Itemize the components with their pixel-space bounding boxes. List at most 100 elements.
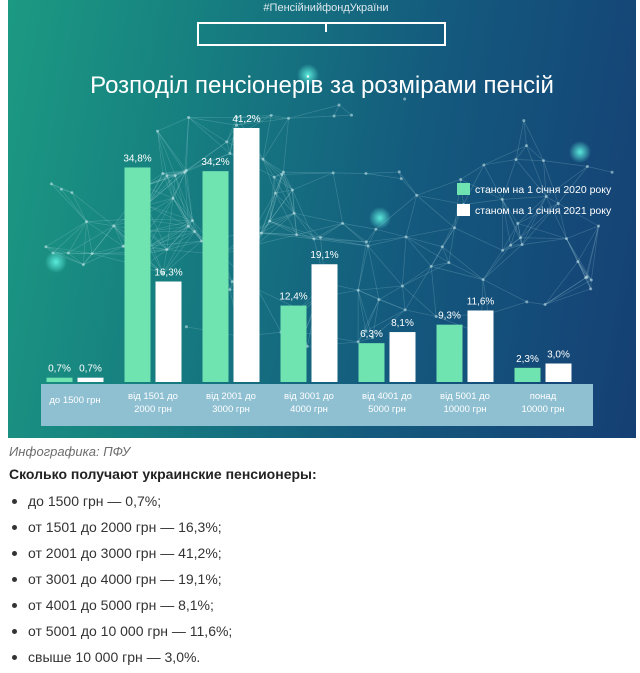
network-node: [337, 103, 341, 107]
network-line: [510, 244, 523, 246]
network-node: [290, 188, 294, 192]
network-line: [520, 237, 567, 239]
network-node: [272, 175, 276, 179]
network-line: [463, 164, 485, 205]
network-line: [91, 225, 115, 254]
network-line: [86, 221, 124, 247]
network-node: [520, 243, 524, 247]
network-node: [585, 275, 589, 279]
network-line: [482, 279, 527, 303]
network-line: [188, 117, 227, 143]
bar: [358, 343, 385, 382]
network-line: [357, 245, 369, 291]
network-node: [459, 177, 463, 181]
bar-value-label: 41,2%: [232, 114, 260, 125]
network-line: [194, 231, 202, 242]
category-tick-label: 10000 грн: [521, 404, 564, 415]
network-node: [610, 170, 614, 174]
bar-value-label: 34,2%: [201, 157, 229, 168]
network-line: [586, 225, 599, 277]
network-line: [188, 117, 231, 154]
network-line: [68, 252, 93, 254]
network-line: [501, 199, 523, 245]
list-item: свыше 10 000 грн — 3,0%.: [0, 644, 640, 670]
network-line: [269, 177, 275, 222]
network-glow: [569, 141, 591, 163]
network-line: [544, 261, 579, 305]
network-line: [292, 172, 334, 191]
list-item: от 4001 до 5000 грн — 8,1%;: [0, 592, 640, 618]
network-node: [440, 245, 444, 249]
bar: [436, 324, 463, 382]
network-line: [333, 104, 340, 117]
network-line: [294, 212, 343, 224]
network-line: [546, 166, 588, 197]
bar-marks: 0,7% 0,7% до 1500 грн 34,8% 16,3% від 1501 до…: [46, 114, 572, 415]
bar: [514, 367, 541, 382]
network-line: [256, 234, 297, 245]
category-tick-label: від 2001 до: [206, 391, 256, 402]
network-line: [166, 169, 187, 177]
network-line: [52, 221, 87, 254]
network-line: [501, 199, 521, 238]
bar: [545, 363, 572, 382]
network-node: [516, 221, 520, 225]
network-line: [261, 220, 270, 234]
network-line: [431, 266, 484, 280]
network-node: [261, 157, 265, 161]
network-node: [415, 193, 419, 197]
network-node: [44, 245, 48, 249]
network-node: [366, 244, 370, 248]
bar-value-label: 11,6%: [467, 296, 495, 307]
network-line: [146, 197, 174, 206]
network-line: [566, 225, 599, 239]
network-line: [148, 240, 202, 247]
network-line: [405, 236, 450, 263]
network-line: [442, 246, 484, 280]
network-line: [590, 225, 599, 281]
bar-value-label: 0,7%: [79, 364, 102, 375]
network-line: [113, 225, 124, 247]
network-line: [184, 153, 231, 173]
network-line: [342, 223, 376, 230]
network-line: [229, 117, 238, 154]
network-line: [577, 261, 591, 290]
network-line: [333, 172, 366, 174]
network-node: [225, 140, 229, 144]
network-line: [401, 178, 417, 196]
network-node: [156, 129, 160, 133]
network-line: [273, 177, 276, 194]
network-line: [269, 189, 293, 222]
network-line: [61, 188, 73, 193]
network-line: [586, 276, 592, 290]
bar-value-label: 6,3%: [360, 329, 383, 340]
network-node: [377, 298, 381, 302]
legend-label: станом на 1 січня 2021 року: [475, 205, 612, 217]
network-node: [230, 280, 234, 284]
network-node: [434, 314, 438, 318]
network-line: [367, 245, 380, 300]
bar: [155, 281, 182, 382]
network-line: [166, 175, 193, 221]
bar: [233, 128, 260, 382]
network-line: [45, 246, 69, 254]
network-line: [262, 159, 276, 194]
network-line: [332, 172, 343, 224]
bar: [77, 377, 104, 382]
network-node: [235, 115, 239, 119]
network-node: [171, 196, 175, 200]
network-line: [358, 289, 380, 300]
network-line: [558, 203, 599, 227]
network-line: [577, 225, 599, 262]
network-line: [430, 266, 437, 317]
network-node: [500, 197, 504, 201]
network-line: [148, 198, 174, 247]
network-line: [293, 212, 321, 238]
network-line: [166, 175, 174, 199]
network-line: [585, 277, 591, 290]
network-line: [523, 120, 544, 161]
network-line: [587, 166, 613, 173]
network-line: [402, 285, 406, 310]
network-line: [448, 262, 484, 280]
network-line: [269, 220, 297, 236]
